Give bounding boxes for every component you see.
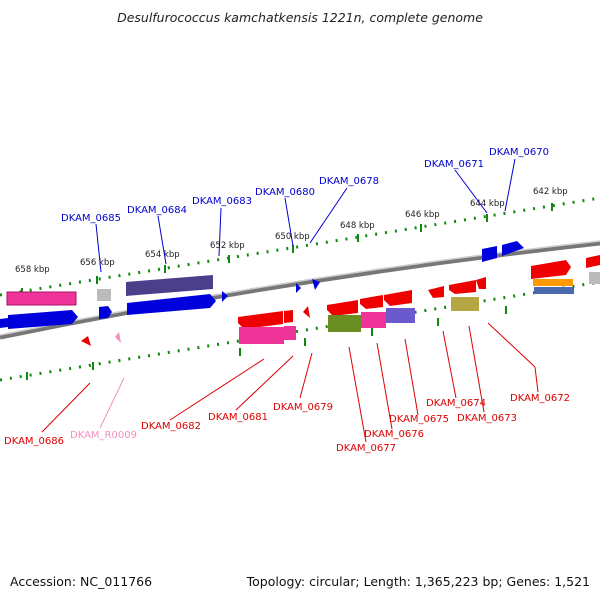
gene-arrow (222, 291, 228, 302)
gene-arrow (386, 308, 415, 323)
gene-label: DKAM_0671 (424, 159, 484, 170)
top-leaders (95, 158, 516, 273)
tick-label: 642 kbp (533, 187, 568, 197)
gene-arrow (126, 275, 213, 296)
forward-strand-genes (6, 241, 600, 306)
gene-label: DKAM_0674 (426, 398, 486, 409)
gene-arrow (384, 290, 412, 306)
gene-arrow (428, 286, 444, 298)
gene-label: DKAM_0672 (510, 393, 570, 404)
gene-arrow (482, 246, 497, 262)
genome-summary-text: Topology: circular; Length: 1,365,223 bp… (246, 574, 590, 589)
gene-arrow (534, 287, 574, 294)
gene-arrow (99, 306, 112, 319)
gene-arrow (531, 260, 571, 279)
gene-label: DKAM_R0009 (70, 430, 137, 441)
gene-label: DKAM_0684 (127, 205, 187, 216)
gene-label: DKAM_0683 (192, 196, 252, 207)
gene-arrow (361, 312, 386, 328)
gene-arrow (586, 255, 600, 268)
tick-label: 646 kbp (405, 210, 440, 220)
gene-label: DKAM_0670 (489, 147, 549, 158)
gene-arrow (328, 315, 361, 332)
tick-label: 652 kbp (210, 241, 245, 251)
gene-arrow (312, 279, 320, 290)
gene-arrow (81, 336, 91, 346)
gene-arrow (8, 310, 78, 329)
gene-arrow (327, 300, 358, 316)
gene-label: DKAM_0673 (457, 413, 517, 424)
gene-label: DKAM_0675 (389, 414, 449, 425)
gene-arrow (449, 280, 476, 294)
gene-label: DKAM_0685 (61, 213, 121, 224)
gene-arrow (476, 277, 486, 289)
gene-arrow (239, 327, 284, 344)
bottom-leaders (41, 322, 539, 443)
gene-label: DKAM_0680 (255, 187, 315, 198)
gene-arrow (451, 297, 479, 311)
gene-arrow (502, 241, 524, 256)
gene-arrow (238, 311, 283, 329)
upper-ruler (0, 196, 600, 297)
gene-label: DKAM_0686 (4, 436, 64, 447)
gene-arrow (284, 310, 293, 323)
genome-backbone (0, 240, 600, 340)
gene-arrow (533, 279, 573, 286)
gene-label: DKAM_0681 (208, 412, 268, 423)
gene-label: DKAM_0682 (141, 421, 201, 432)
tick-label: 654 kbp (145, 250, 180, 260)
gene-label: DKAM_0679 (273, 402, 333, 413)
forward-inner-genes (0, 260, 600, 329)
gene-arrow (296, 283, 301, 293)
gene-arrow (97, 289, 111, 301)
accession-text: Accession: NC_011766 (10, 574, 153, 589)
gene-arrow (127, 294, 216, 315)
lower-ruler (0, 280, 600, 382)
ruler-major-ticks (21, 203, 553, 380)
tick-label: 644 kbp (470, 199, 505, 209)
gene-label: DKAM_0677 (336, 443, 396, 454)
gene-label: DKAM_0678 (319, 176, 379, 187)
tick-label: 658 kbp (15, 265, 50, 275)
reverse-strand-genes (81, 297, 479, 346)
tick-label: 650 kbp (275, 232, 310, 242)
tick-label: 656 kbp (80, 258, 115, 268)
gene-arrow (6, 291, 77, 306)
gene-arrow (115, 332, 121, 343)
tick-label: 648 kbp (340, 221, 375, 231)
gene-label: DKAM_0676 (364, 429, 424, 440)
gene-arrow (284, 326, 296, 340)
genome-title: Desulfurococcus kamchatkensis 1221n, com… (117, 10, 483, 25)
rna-leader (99, 377, 125, 429)
gene-arrow (360, 295, 383, 309)
gene-arrow (303, 306, 310, 318)
gene-arrow (589, 272, 600, 284)
gene-arrow (0, 318, 8, 328)
